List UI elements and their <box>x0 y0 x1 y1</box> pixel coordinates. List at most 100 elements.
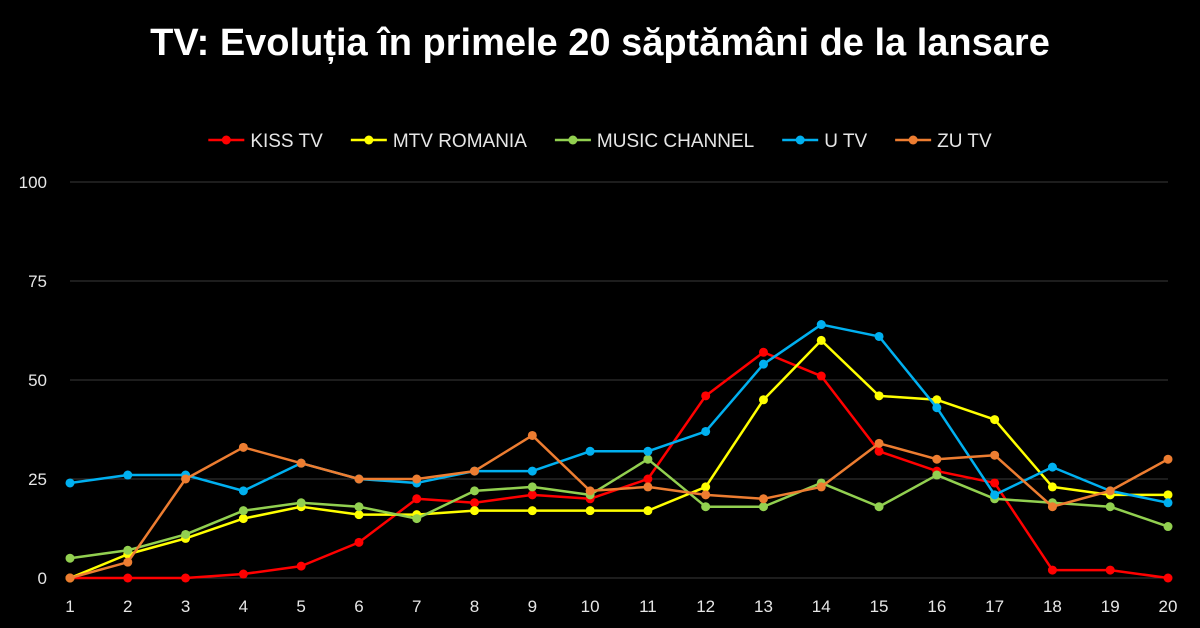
y-tick-label: 25 <box>28 470 47 489</box>
chart-title: TV: Evoluția în primele 20 săptămâni de … <box>150 22 1050 64</box>
y-tick-label: 100 <box>19 173 47 192</box>
data-point <box>65 553 75 563</box>
data-point <box>1163 573 1173 583</box>
data-point <box>816 482 826 492</box>
x-tick-label: 4 <box>239 597 248 616</box>
data-point <box>123 557 133 567</box>
x-tick-label: 18 <box>1043 597 1062 616</box>
legend-label: ZU TV <box>937 131 992 152</box>
data-point <box>181 474 191 484</box>
data-point <box>758 395 768 405</box>
data-point <box>990 490 1000 500</box>
x-tick-label: 19 <box>1101 597 1120 616</box>
series-lines <box>65 320 1173 583</box>
y-tick-label: 75 <box>28 272 47 291</box>
data-point <box>643 454 653 464</box>
legend-label: MTV ROMANIA <box>393 131 527 152</box>
data-point <box>874 502 884 512</box>
x-tick-label: 20 <box>1159 597 1178 616</box>
data-point <box>932 470 942 480</box>
data-point <box>412 514 422 524</box>
data-point <box>1163 498 1173 508</box>
data-point <box>758 502 768 512</box>
data-point <box>816 320 826 330</box>
data-point <box>470 466 480 476</box>
data-point <box>874 446 884 456</box>
data-point <box>585 446 595 456</box>
data-point <box>874 331 884 341</box>
data-point <box>816 371 826 381</box>
data-point <box>1163 522 1173 532</box>
legend-item: ZU TV <box>895 131 992 152</box>
data-point <box>1163 454 1173 464</box>
legend-label: MUSIC CHANNEL <box>597 131 754 152</box>
data-point <box>296 458 306 468</box>
data-point <box>123 573 133 583</box>
x-tick-label: 6 <box>354 597 363 616</box>
data-point <box>990 478 1000 488</box>
data-point <box>296 561 306 571</box>
data-point <box>816 335 826 345</box>
x-tick-label: 8 <box>470 597 479 616</box>
x-tick-label: 3 <box>181 597 190 616</box>
data-point <box>354 502 364 512</box>
y-tick-label: 0 <box>38 569 47 588</box>
data-point <box>874 438 884 448</box>
data-point <box>527 506 537 516</box>
data-point <box>1047 502 1057 512</box>
data-point <box>527 490 537 500</box>
legend-label: KISS TV <box>250 131 323 152</box>
data-point <box>643 506 653 516</box>
grid-lines <box>70 181 1168 579</box>
series-line <box>69 457 1169 560</box>
data-point <box>1047 462 1057 472</box>
x-tick-label: 14 <box>812 597 831 616</box>
data-point <box>643 482 653 492</box>
data-point <box>412 474 422 484</box>
x-tick-label: 10 <box>581 597 600 616</box>
data-point <box>932 395 942 405</box>
data-point <box>296 498 306 508</box>
data-point <box>643 474 653 484</box>
data-point <box>932 454 942 464</box>
series-line <box>69 434 1169 580</box>
data-point <box>238 442 248 452</box>
legend-swatch-marker <box>568 135 578 145</box>
data-point <box>412 494 422 504</box>
data-point <box>1105 502 1115 512</box>
data-point <box>758 494 768 504</box>
y-tick-label: 50 <box>28 371 47 390</box>
data-point <box>990 415 1000 425</box>
x-tick-label: 1 <box>65 597 74 616</box>
series-line <box>69 339 1168 580</box>
data-point <box>701 490 711 500</box>
legend-swatch-marker <box>221 135 231 145</box>
data-point <box>65 573 75 583</box>
data-point <box>123 470 133 480</box>
data-point <box>932 403 942 413</box>
data-point <box>701 502 711 512</box>
data-point <box>470 486 480 496</box>
data-point <box>1105 565 1115 575</box>
legend-item: KISS TV <box>208 131 323 152</box>
data-point <box>701 426 711 436</box>
data-point <box>181 529 191 539</box>
data-point <box>643 446 653 456</box>
data-point <box>354 510 364 520</box>
y-axis-ticks: 0 25 50 75 100 <box>19 173 47 588</box>
data-point <box>123 545 133 555</box>
data-point <box>585 486 595 496</box>
legend-label: U TV <box>824 131 867 152</box>
data-point <box>238 569 248 579</box>
data-point <box>874 391 884 401</box>
data-point <box>470 498 480 508</box>
legend-swatch-marker <box>908 135 918 145</box>
series-music-channel <box>65 454 1173 563</box>
data-point <box>701 391 711 401</box>
data-point <box>527 482 537 492</box>
data-point <box>1105 486 1115 496</box>
data-point <box>527 466 537 476</box>
series-zu-tv <box>65 430 1173 583</box>
data-point <box>238 506 248 516</box>
